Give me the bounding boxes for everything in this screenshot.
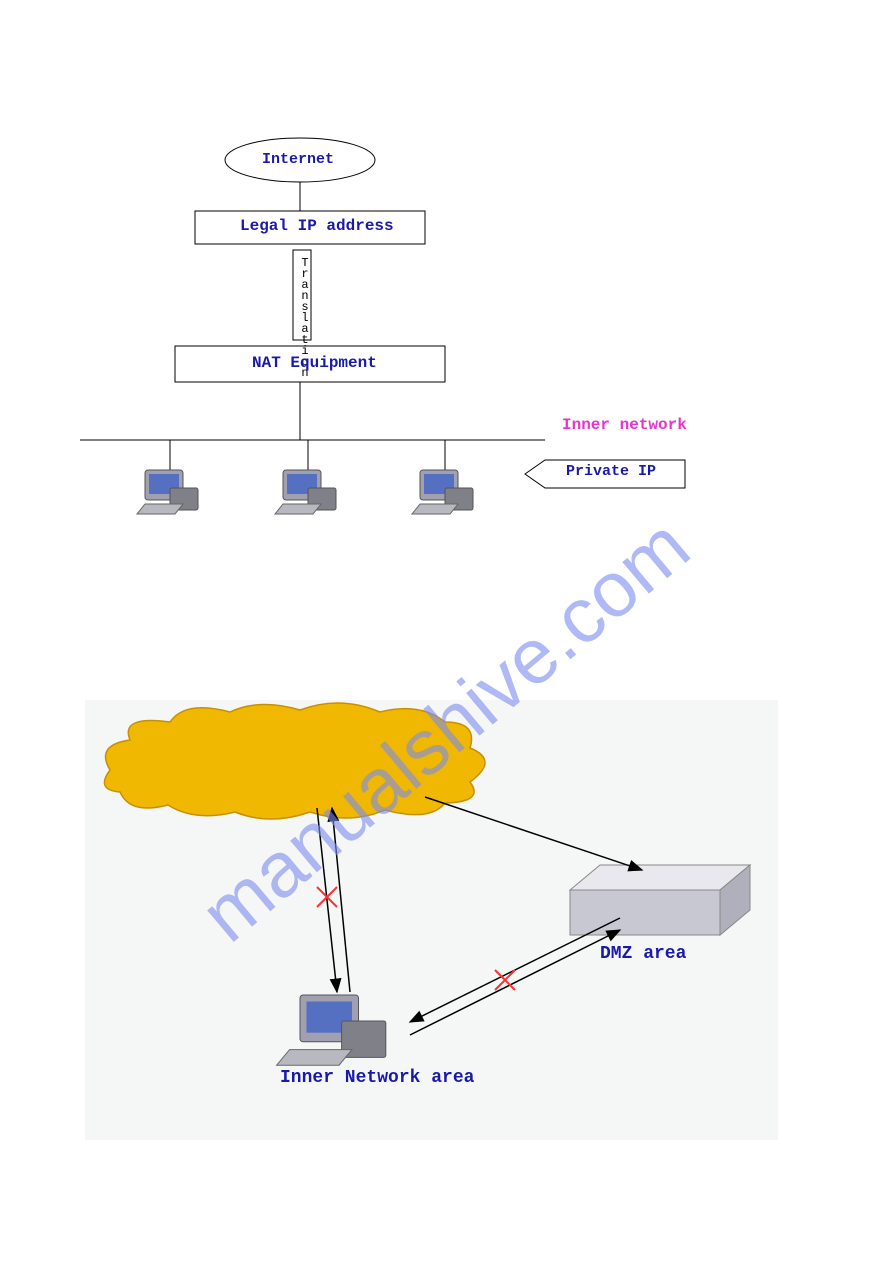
private-ip-label: Private IP	[566, 463, 656, 480]
inner-network-area-label: Inner Network area	[280, 1068, 474, 1088]
legal-ip-label: Legal IP address	[240, 217, 394, 235]
inner-network-label: Inner network	[562, 416, 687, 434]
dmz-box	[570, 865, 750, 935]
page-container: Internet Legal IP address Translation NA…	[0, 0, 893, 1263]
dmz-area-label: DMZ area	[600, 944, 686, 964]
nat-equipment-label: NAT Equipment	[252, 354, 377, 372]
internet-label: Internet	[262, 151, 334, 168]
internet-cloud-label: INTERNET	[225, 746, 382, 780]
pc-group	[137, 470, 473, 514]
